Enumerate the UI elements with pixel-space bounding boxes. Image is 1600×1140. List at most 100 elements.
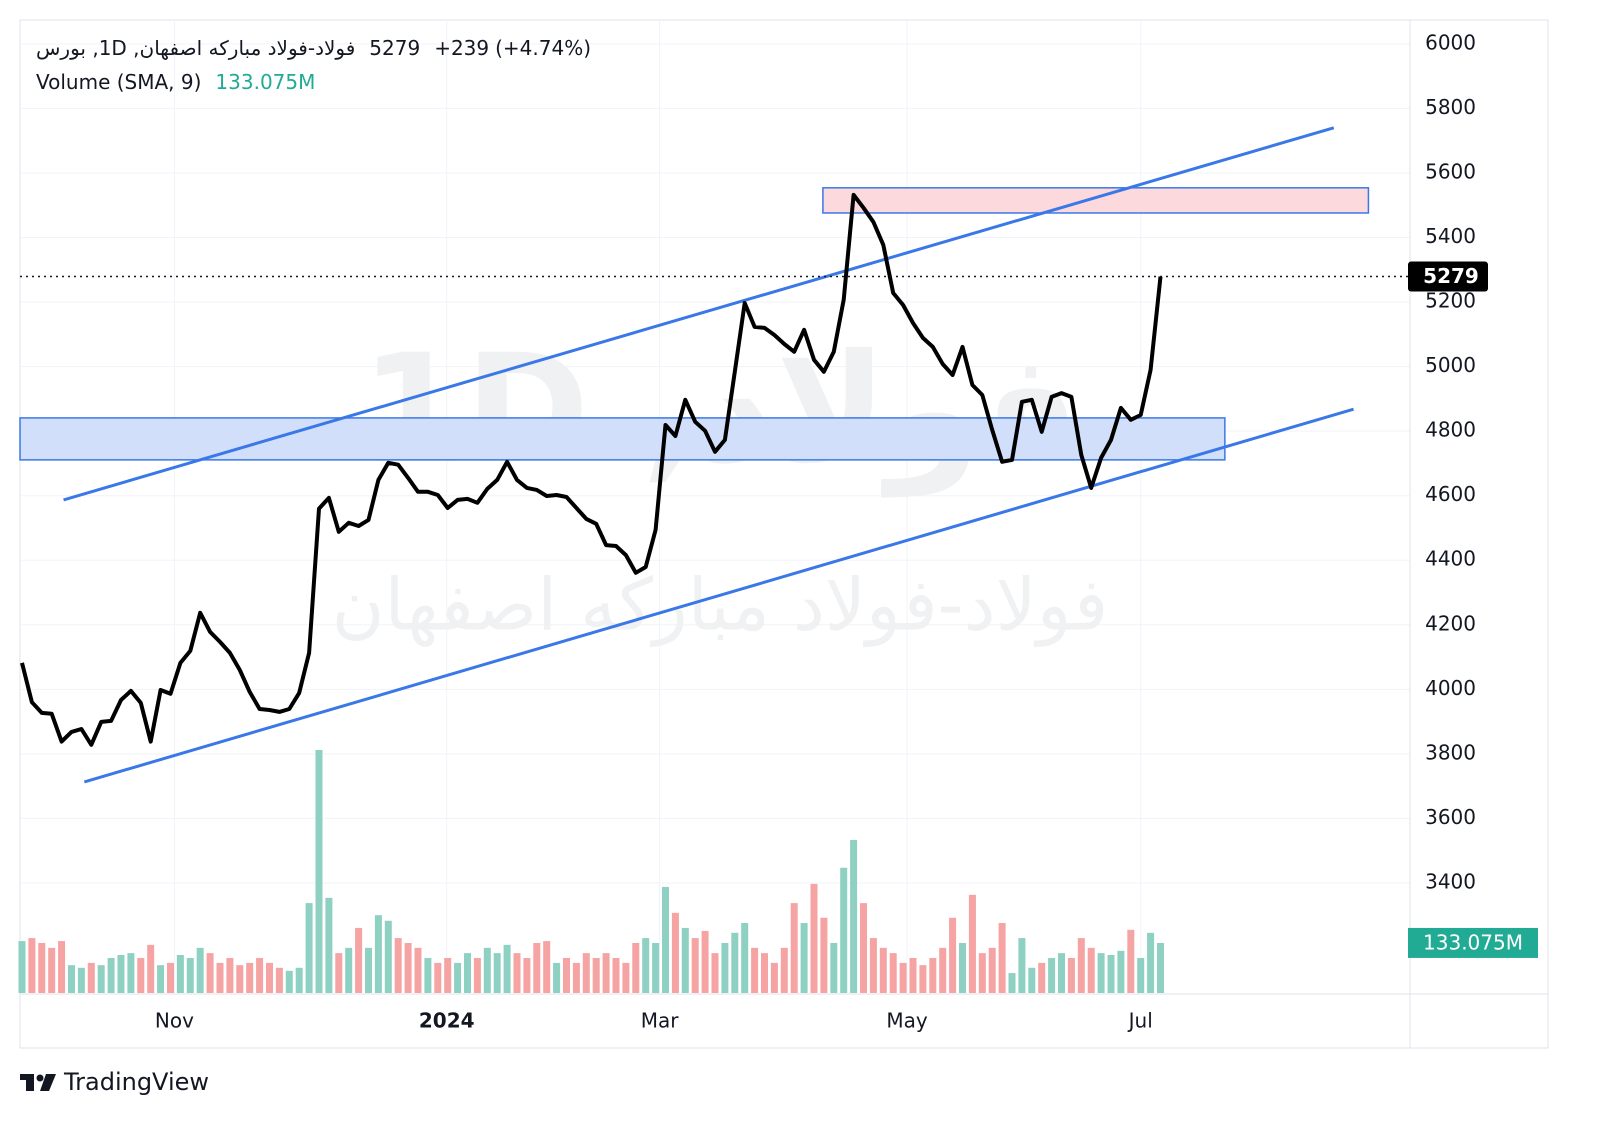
price-line — [20, 192, 1163, 747]
volume-bar — [77, 967, 85, 993]
volume-bar — [325, 897, 333, 993]
zone — [822, 187, 1370, 214]
x-tick-label: Jul — [1127, 1009, 1153, 1033]
y-tick-label: 6000 — [1425, 30, 1476, 54]
volume-bar — [1028, 967, 1036, 993]
x-tick-label: 2024 — [419, 1009, 475, 1033]
trendline — [83, 407, 1354, 784]
volume-bar — [1038, 962, 1046, 993]
volume-bar — [503, 944, 511, 993]
volume-bar — [483, 947, 491, 993]
volume-bar — [256, 958, 264, 993]
volume-bar — [968, 894, 976, 993]
volume-bar — [721, 942, 729, 993]
volume-bar — [424, 958, 432, 993]
volume-bar — [553, 962, 561, 993]
volume-bar — [533, 942, 541, 993]
volume-bar — [196, 947, 204, 993]
volume-sma-box — [1408, 927, 1538, 958]
volume-bar — [919, 965, 927, 993]
volume-bar — [879, 947, 887, 993]
volume-bar — [790, 903, 798, 993]
x-tick-label: Nov — [155, 1009, 194, 1033]
volume-bar — [176, 955, 184, 993]
volume-bar — [731, 932, 739, 993]
volume-bar — [493, 953, 501, 993]
last-price-label: 5279 — [1423, 264, 1479, 288]
volume-bar — [147, 944, 155, 993]
volume-bar — [701, 930, 709, 993]
x-tick-label: May — [886, 1009, 928, 1033]
volume-bar — [602, 953, 610, 993]
volume-bar — [939, 947, 947, 993]
volume-bar — [592, 958, 600, 993]
y-tick-label: 4800 — [1425, 418, 1476, 442]
volume-bar — [48, 947, 56, 993]
volume-bar — [1048, 958, 1056, 993]
volume-bar — [869, 938, 877, 993]
volume-bar — [384, 920, 392, 993]
volume-bar — [572, 962, 580, 993]
volume-bar — [770, 962, 778, 993]
volume-bar — [562, 958, 570, 993]
logo-part — [26, 1074, 34, 1091]
y-tick-label: 5000 — [1425, 353, 1476, 377]
volume-bar — [58, 941, 66, 993]
watermark: فولاد, 1D — [360, 323, 1079, 498]
volume-bar — [1058, 953, 1066, 993]
y-tick-label: 3600 — [1425, 805, 1476, 829]
volume-bar — [978, 953, 986, 993]
volume-bar — [394, 938, 402, 993]
volume-bar — [1137, 958, 1145, 993]
volume-bar — [889, 953, 897, 993]
volume-bar — [463, 953, 471, 993]
volume-bar — [265, 962, 273, 993]
volume-bar — [1117, 950, 1125, 993]
brand-logo — [20, 1074, 56, 1091]
volume-bar — [949, 917, 957, 993]
volume-bar — [1067, 958, 1075, 993]
volume-bar — [246, 962, 254, 993]
last-price-box — [1408, 261, 1488, 292]
volume-bar — [840, 867, 848, 993]
axes: 3400 3600 3800 4000 4200 4400 4600 4800 5000 5200… — [155, 30, 1538, 1033]
volume-bar — [216, 962, 224, 993]
volume-bar — [473, 958, 481, 993]
x-tick-label: Mar — [641, 1009, 680, 1033]
volume-bar — [275, 967, 283, 993]
volume-bar — [810, 883, 818, 993]
volume-bar — [18, 941, 26, 993]
volume-bar — [988, 947, 996, 993]
volume-bar — [780, 947, 788, 993]
watermark-subtitle: فولاد-فولاد مبارکه اصفهان — [332, 563, 1109, 648]
volume-bar — [1157, 942, 1165, 993]
volume-bar — [1147, 932, 1155, 993]
volume-sma-label: 133.075M — [1423, 930, 1523, 954]
last-price: 5279 — [369, 36, 421, 60]
volume-bar — [226, 958, 234, 993]
volume-bar — [642, 938, 650, 993]
brand: TradingView — [63, 1068, 209, 1096]
volume-bar — [374, 915, 382, 993]
y-tick-label: 3400 — [1425, 869, 1476, 893]
volume-bar — [751, 947, 759, 993]
y-tick-label: 5400 — [1425, 224, 1476, 248]
logo-part — [40, 1074, 56, 1091]
volume-bar — [661, 886, 669, 993]
volume-bar — [998, 923, 1006, 993]
y-tick-label: 4200 — [1425, 611, 1476, 635]
volume-bar — [860, 903, 868, 993]
volume-bar — [454, 962, 462, 993]
volume-bar — [345, 947, 353, 993]
volume-bar — [582, 953, 590, 993]
volume-bar — [1097, 953, 1105, 993]
volume-bar — [681, 927, 689, 993]
volume-bar — [691, 938, 699, 993]
volume-bar — [513, 953, 521, 993]
volume-bar — [28, 938, 36, 993]
volume-bar — [909, 958, 917, 993]
volume-bar — [236, 965, 244, 993]
volume-header: Volume (SMA, 9) 133.075M — [36, 70, 329, 94]
y-tick-label: 4400 — [1425, 547, 1476, 571]
